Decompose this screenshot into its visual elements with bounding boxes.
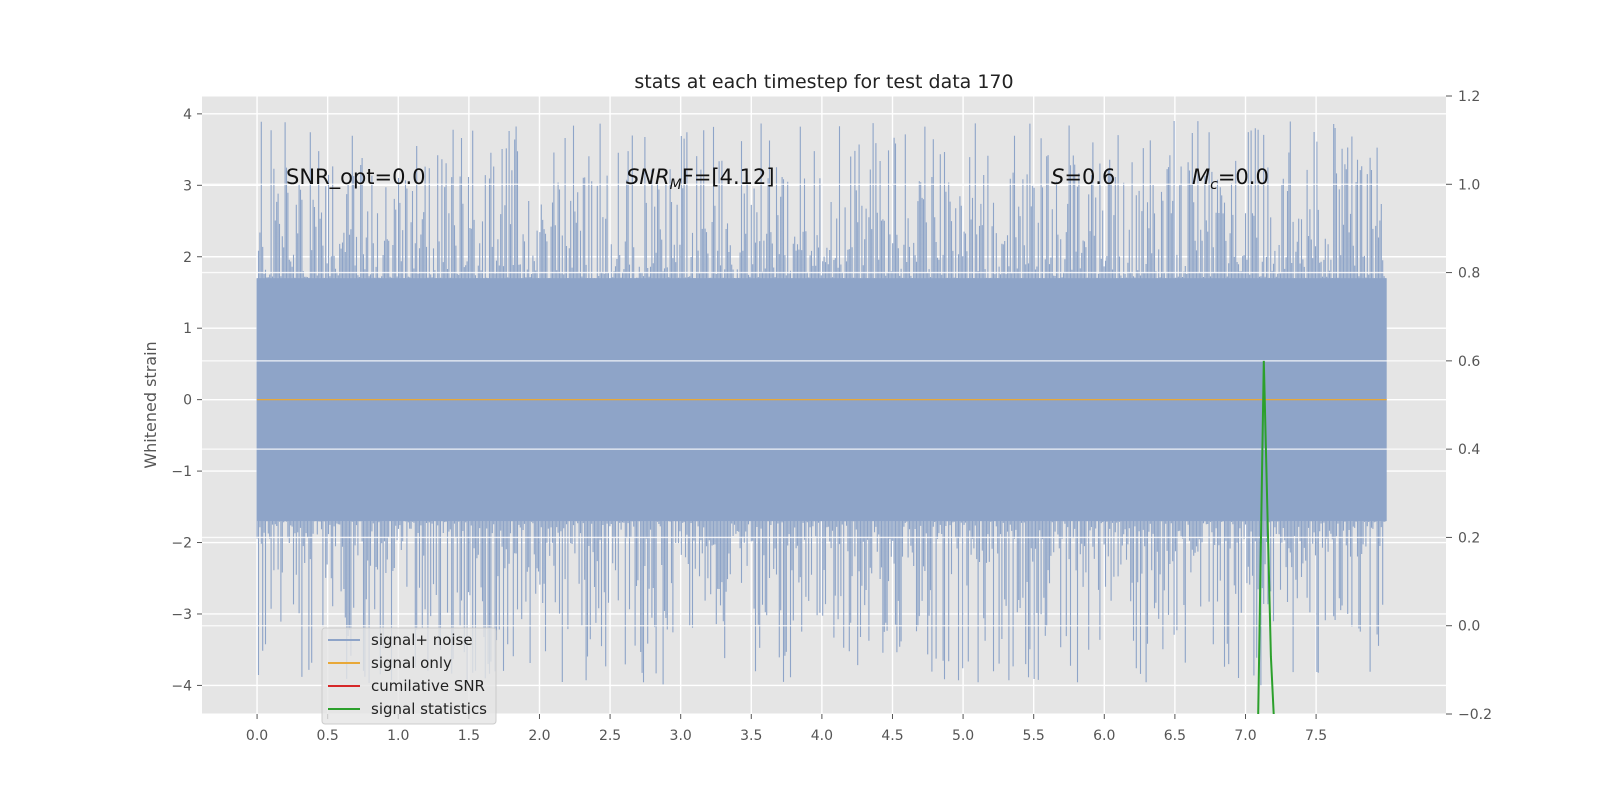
y-axis-right: −0.2 0.0 0.2 0.4 0.6 0.8 1.0 1.2 — [1446, 89, 1492, 723]
x-tick-label: 4.0 — [811, 728, 833, 744]
y-tick-label: 1 — [183, 321, 192, 337]
x-tick-label: 1.5 — [458, 728, 480, 744]
legend-label-signal-statistics: signal statistics — [371, 700, 487, 718]
x-tick-label: 6.0 — [1093, 728, 1115, 744]
x-tick-label: 3.5 — [740, 728, 762, 744]
y2-tick-label: 0.6 — [1458, 354, 1480, 370]
x-tick-label: 4.5 — [881, 728, 903, 744]
y-axis-label: Whitened strain — [141, 341, 160, 468]
legend-label-signal-plus-noise: signal+ noise — [371, 631, 473, 649]
annotation-snr-mf-name: SNR — [626, 165, 670, 189]
y-tick-label: −4 — [171, 678, 192, 694]
legend-label-signal-only: signal only — [371, 654, 452, 672]
annotation-mc-rest: =0.0 — [1218, 165, 1269, 189]
annotation-mc-sub: c — [1210, 177, 1218, 193]
x-tick-label: 5.0 — [952, 728, 974, 744]
x-tick-label: 0.5 — [317, 728, 339, 744]
x-tick-label: 1.0 — [387, 728, 409, 744]
y2-tick-label: 0.0 — [1458, 619, 1480, 635]
y-tick-label: 3 — [183, 178, 192, 194]
legend: signal+ noise signal only cumilative SNR… — [321, 627, 497, 725]
y-tick-label: 0 — [183, 393, 192, 409]
y2-tick-label: 1.2 — [1458, 89, 1480, 105]
x-tick-label: 2.5 — [599, 728, 621, 744]
x-tick-label: 5.5 — [1023, 728, 1045, 744]
y-tick-label: −2 — [171, 536, 192, 552]
annotation-mc: Mc=0.0 — [1192, 165, 1269, 193]
x-tick-label: 3.0 — [670, 728, 692, 744]
y2-tick-label: 1.0 — [1458, 177, 1480, 193]
legend-box — [321, 627, 497, 725]
y2-gridlines — [202, 95, 1446, 715]
x-tick-label: 6.5 — [1164, 728, 1186, 744]
legend-label-cumilative-snr: cumilative SNR — [371, 677, 485, 695]
y2-tick-label: 0.2 — [1458, 530, 1480, 546]
series-signal-statistics-line — [1257, 360, 1275, 715]
y2-tick-label: 0.4 — [1458, 442, 1480, 458]
y2-tick-label: −0.2 — [1458, 707, 1492, 723]
chart-title: stats at each timestep for test data 170 — [634, 71, 1013, 93]
y-tick-label: 4 — [183, 107, 192, 123]
x-axis: 0.0 0.5 1.0 1.5 2.0 2.5 3.0 3.5 4.0 4.5 5.0 5.5 6.0 6… — [246, 714, 1327, 744]
x-tick-label: 7.0 — [1234, 728, 1256, 744]
y-tick-label: −1 — [171, 464, 192, 480]
x-tick-label: 7.5 — [1305, 728, 1327, 744]
annotation-snr-mf: SNRMF=[4.12] — [626, 165, 775, 193]
y-tick-label: −3 — [171, 607, 192, 623]
x-tick-label: 2.0 — [528, 728, 550, 744]
y2-tick-label: 0.8 — [1458, 266, 1480, 282]
annotation-mc-name: M — [1192, 165, 1210, 189]
annotation-s: S=0.6 — [1051, 165, 1115, 189]
annotation-s-rest: =0.6 — [1064, 165, 1115, 189]
y-axis-left: −4 −3 −2 −1 0 1 2 3 4 — [171, 107, 202, 694]
annotation-s-name: S — [1051, 165, 1064, 189]
x-tick-label: 0.0 — [246, 728, 268, 744]
annotation-snr-opt: SNR_opt=0.0 — [286, 165, 426, 190]
annotation-snr-mf-sub: M — [670, 177, 682, 193]
y-tick-label: 2 — [183, 250, 192, 266]
annotation-snr-mf-rest: F=[4.12] — [682, 165, 775, 189]
